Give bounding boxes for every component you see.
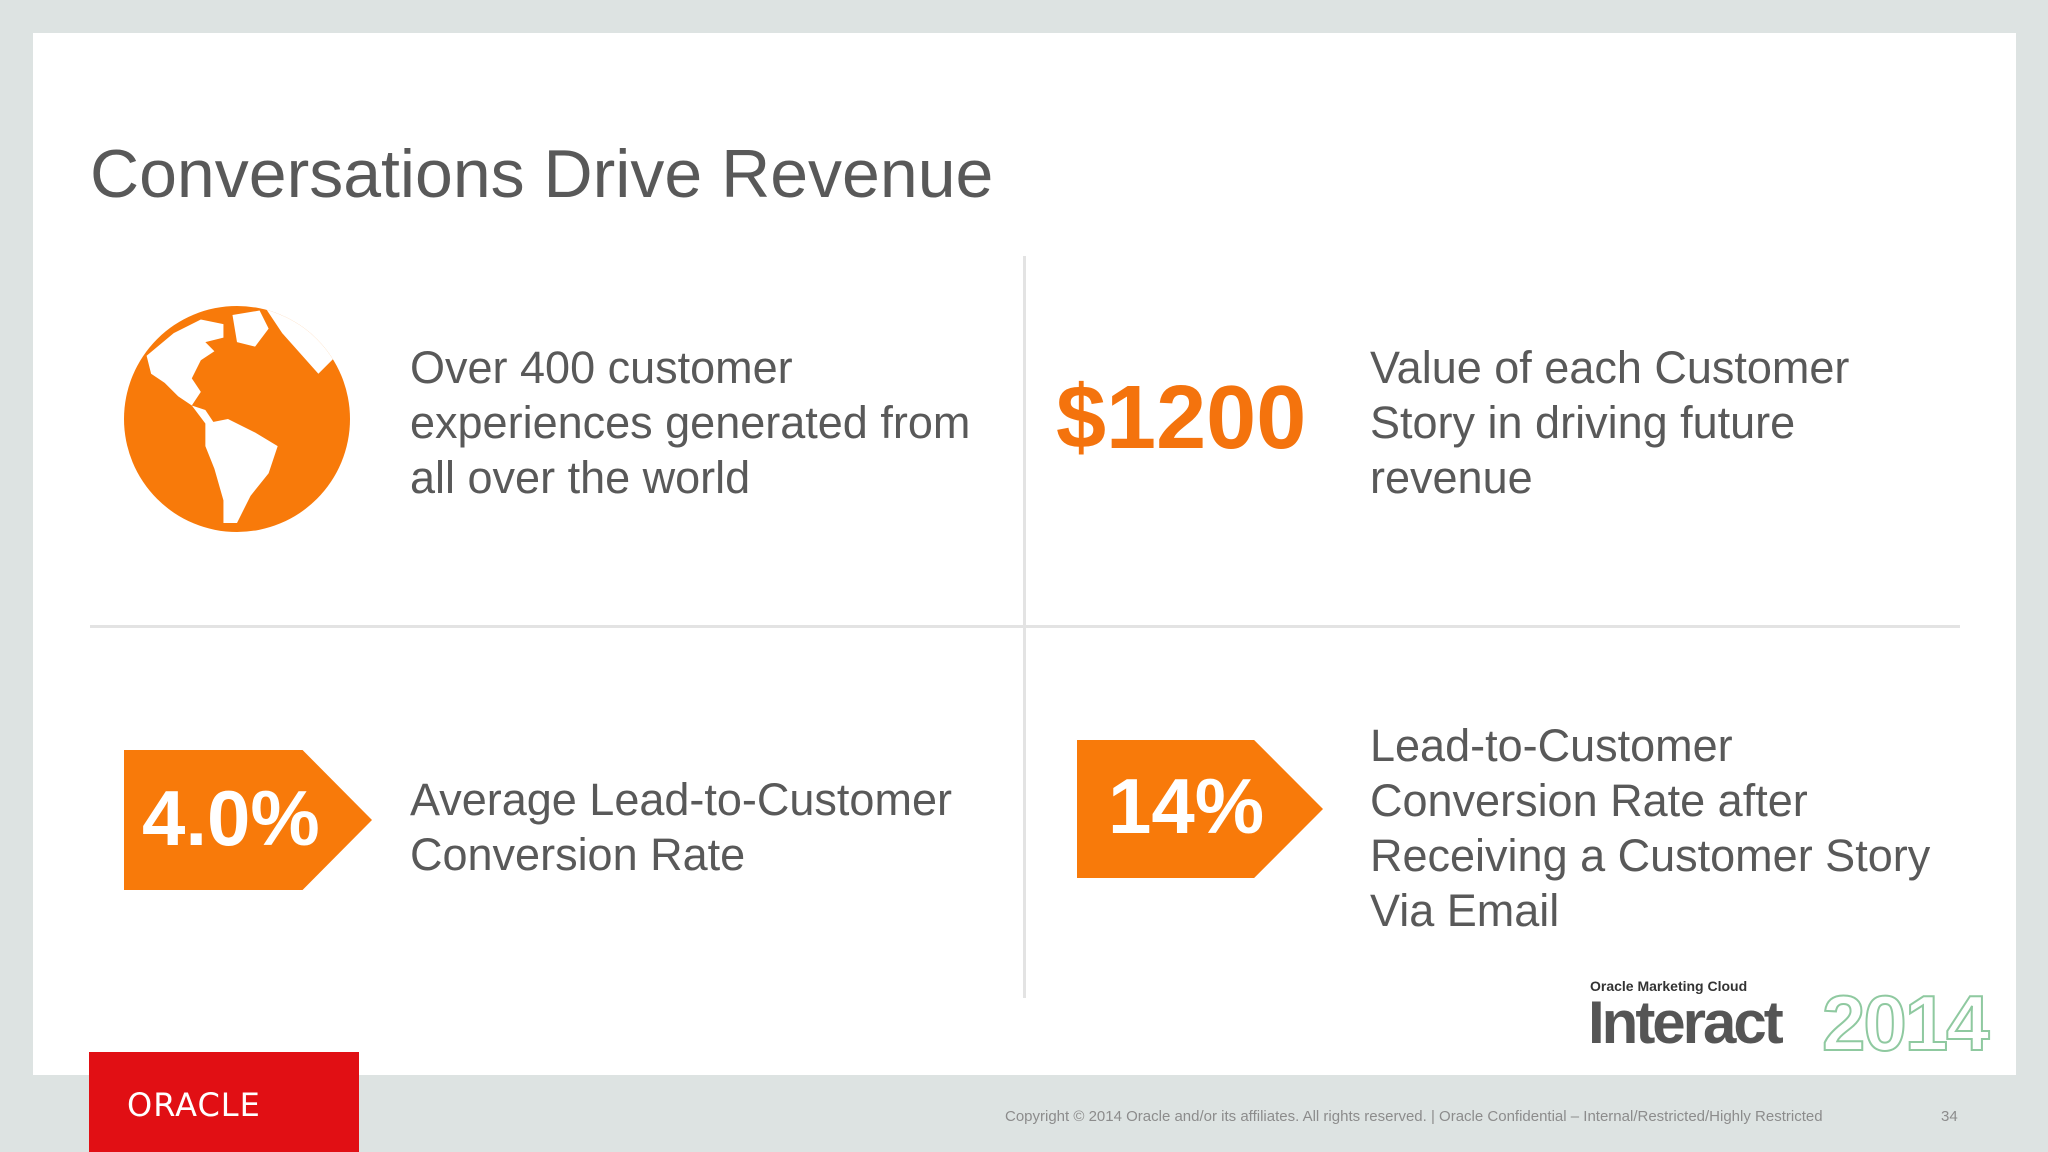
story-value-line-3: revenue <box>1370 452 1533 503</box>
average-rate-figure: 4.0% <box>142 774 320 862</box>
oracle-logo: ORACLE <box>127 1086 261 1124</box>
average-rate-line-2: Conversion Rate <box>410 829 746 880</box>
story-rate-line-1: Lead-to-Customer <box>1370 720 1733 771</box>
story-value-text: Value of each Customer Story in driving … <box>1370 340 1849 505</box>
globe-stat-line-3: all over the world <box>410 452 751 503</box>
story-value-figure: $1200 <box>1056 368 1307 468</box>
oracle-logo-box: ORACLE <box>89 1052 359 1152</box>
interact-2014-logo: Oracle Marketing Cloud Interact 2014 <box>1588 978 1991 1068</box>
globe-stat-text: Over 400 customer experiences generated … <box>410 340 970 505</box>
slide-title: Conversations Drive Revenue <box>90 136 994 212</box>
story-rate-figure: 14% <box>1108 762 1265 850</box>
interact-brand-subtitle: Oracle Marketing Cloud <box>1590 978 1748 994</box>
story-rate-text: Lead-to-Customer Conversion Rate after R… <box>1370 718 1930 938</box>
horizontal-divider <box>90 625 1960 628</box>
story-rate-line-2: Conversion Rate after <box>1370 775 1808 826</box>
globe-icon <box>124 306 350 532</box>
story-value-line-2: Story in driving future <box>1370 397 1796 448</box>
copyright-footer: Copyright © 2014 Oracle and/or its affil… <box>1005 1108 1823 1125</box>
interact-brand-name: Interact <box>1588 989 1784 1056</box>
globe-stat-line-2: experiences generated from <box>410 397 971 448</box>
average-rate-line-1: Average Lead-to-Customer <box>410 774 952 825</box>
story-value-line-1: Value of each Customer <box>1370 342 1850 393</box>
average-rate-text: Average Lead-to-Customer Conversion Rate <box>410 772 952 882</box>
story-rate-line-3: Receiving a Customer Story <box>1370 830 1931 881</box>
globe-stat-line-1: Over 400 customer <box>410 342 793 393</box>
page-number: 34 <box>1941 1108 1958 1125</box>
story-rate-line-4: Via Email <box>1370 885 1560 936</box>
interact-brand-year: 2014 <box>1821 978 1991 1068</box>
